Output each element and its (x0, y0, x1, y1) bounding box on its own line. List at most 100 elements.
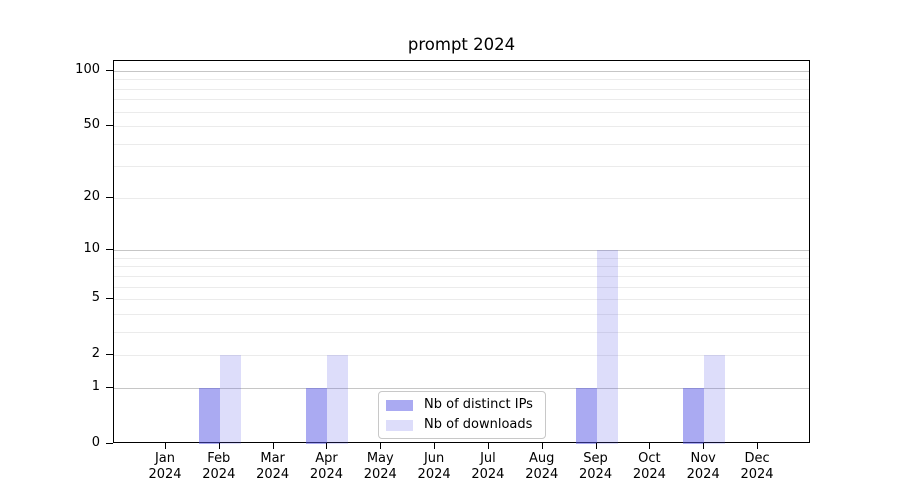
x-tick-label-month: Oct (638, 451, 661, 466)
x-tick-label: Nov 2024 (675, 451, 731, 483)
grid-line-minor (114, 266, 809, 268)
y-tick-label: 0 (91, 435, 100, 450)
x-tick-label-month: Nov (690, 451, 716, 466)
grid-line-minor (114, 286, 809, 288)
x-tick-mark (703, 443, 705, 449)
x-tick-label-year: 2024 (686, 467, 720, 482)
y-tick-mark (106, 443, 113, 444)
x-tick-label: Mar 2024 (245, 451, 301, 483)
grid-line-minor (114, 166, 809, 168)
y-tick-mark (106, 298, 113, 300)
x-tick-label-year: 2024 (256, 467, 290, 482)
x-tick-label-year: 2024 (363, 467, 397, 482)
legend: Nb of distinct IPs Nb of downloads (378, 391, 546, 439)
y-tick-label: 20 (83, 188, 100, 204)
grid-line-minor (114, 143, 809, 145)
bar-feb-downloads (219, 355, 241, 444)
x-tick-label: Jan 2024 (137, 451, 193, 483)
x-tick-label-month: Aug (529, 451, 555, 466)
x-tick-label-year: 2024 (202, 467, 236, 482)
y-tick-label: 100 (75, 62, 100, 77)
x-tick-mark (326, 443, 328, 449)
x-tick-label: Aug 2024 (514, 451, 570, 483)
y-tick-label: 5 (91, 290, 100, 306)
grid-line-minor (114, 355, 809, 357)
x-tick-label: Jun 2024 (406, 451, 462, 483)
x-tick-label-month: Sep (583, 451, 608, 466)
plot-area: Nb of distinct IPs Nb of downloads (113, 60, 810, 444)
legend-item-downloads: Nb of downloads (386, 418, 545, 432)
x-tick-mark (541, 443, 543, 449)
grid-line-minor (114, 331, 809, 333)
grid-line-minor (114, 88, 809, 90)
y-tick-mark (106, 70, 113, 71)
grid-line-major (114, 71, 809, 72)
x-tick-label-month: Apr (315, 451, 338, 466)
y-tick-mark (106, 386, 113, 388)
x-tick-mark (757, 443, 759, 449)
y-tick-mark (106, 125, 113, 127)
grid-line-minor (114, 275, 809, 277)
grid-line-minor (114, 111, 809, 113)
x-tick-mark (649, 443, 651, 449)
x-tick-label-year: 2024 (740, 467, 774, 482)
x-tick-label-year: 2024 (148, 467, 182, 482)
x-tick-mark (165, 443, 166, 449)
bar-sep-distinct-ips (575, 387, 597, 444)
x-tick-label-month: Jul (480, 451, 496, 466)
x-tick-label: Sep 2024 (568, 451, 624, 483)
bar-nov-distinct-ips (683, 387, 705, 444)
legend-swatch-downloads (386, 419, 413, 431)
y-tick-label: 1 (91, 378, 100, 394)
legend-label-downloads: Nb of downloads (424, 417, 533, 432)
x-tick-label-month: Feb (207, 451, 231, 466)
x-tick-label: Oct 2024 (621, 451, 677, 483)
x-tick-mark (380, 443, 382, 449)
bar-feb-distinct-ips (198, 387, 220, 444)
x-tick-label: Feb 2024 (191, 451, 247, 483)
x-tick-label-year: 2024 (525, 467, 559, 482)
x-tick-mark (218, 443, 220, 449)
x-tick-label-month: Jun (423, 451, 445, 466)
y-tick-mark (106, 354, 113, 356)
x-tick-label: May 2024 (352, 451, 408, 483)
grid-line-major (114, 250, 809, 252)
legend-swatch-distinct-ips (386, 399, 413, 411)
chart-title: prompt 2024 (407, 35, 516, 54)
y-tick-label: 10 (83, 241, 100, 257)
x-tick-label-year: 2024 (417, 467, 451, 482)
x-tick-mark (595, 443, 597, 449)
x-tick-label-year: 2024 (579, 467, 613, 482)
grid-line-minor (114, 313, 809, 315)
x-tick-label-year: 2024 (632, 467, 666, 482)
legend-label-distinct-ips: Nb of distinct IPs (424, 397, 533, 412)
x-tick-label-year: 2024 (471, 467, 505, 482)
grid-line-minor (114, 99, 809, 101)
bar-apr-distinct-ips (306, 387, 328, 444)
x-tick-mark (272, 443, 274, 449)
grid-line-minor (114, 197, 809, 199)
grid-line-minor (114, 79, 809, 81)
y-tick-mark (106, 249, 113, 251)
grid-line-minor (114, 299, 809, 301)
x-tick-label: Dec 2024 (729, 451, 785, 483)
bar-sep-downloads (596, 250, 618, 444)
x-tick-label-month: May (366, 451, 394, 466)
grid-line-major (114, 387, 809, 389)
x-tick-label-month: Mar (260, 451, 285, 466)
bar-apr-downloads (327, 355, 349, 444)
x-tick-label-month: Jan (154, 451, 176, 466)
x-tick-mark (487, 443, 489, 449)
legend-item-distinct-ips: Nb of distinct IPs (386, 398, 545, 412)
y-tick-label: 2 (91, 346, 100, 362)
x-tick-label: Jul 2024 (460, 451, 516, 483)
x-tick-label-year: 2024 (309, 467, 343, 482)
x-tick-label: Apr 2024 (298, 451, 354, 483)
y-tick-label: 50 (83, 117, 100, 133)
grid-line-minor (114, 126, 809, 128)
grid-line-minor (114, 257, 809, 259)
y-tick-mark (106, 196, 113, 198)
x-tick-mark (434, 443, 436, 449)
x-tick-label-month: Dec (744, 451, 770, 466)
